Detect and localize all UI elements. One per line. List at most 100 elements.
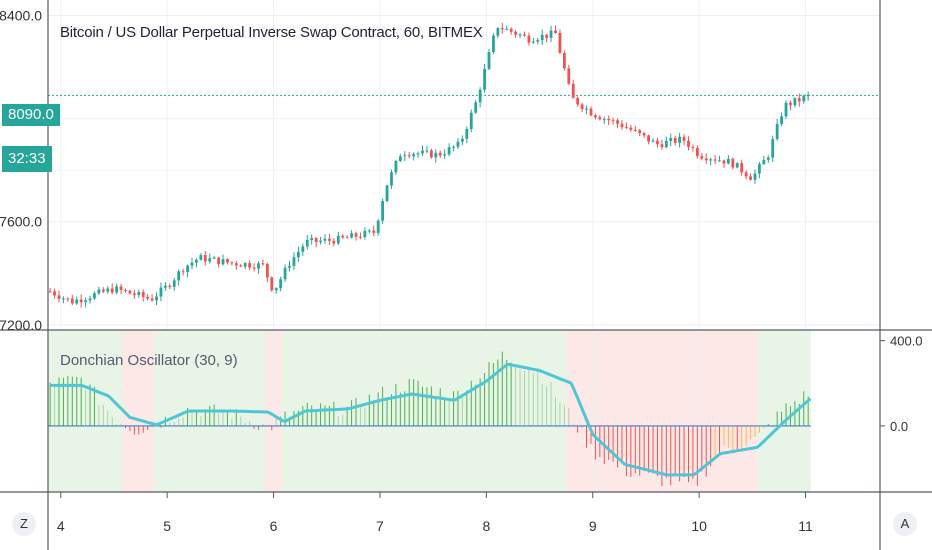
candle-body [567, 68, 571, 84]
candle-body [283, 267, 287, 280]
candle-body [79, 299, 83, 303]
candle-body [217, 257, 220, 265]
candle-body [483, 68, 486, 90]
oscillator-tick-label[interactable]: 0.0 [890, 419, 908, 434]
candle-body [110, 288, 114, 293]
candle-body [771, 139, 775, 158]
oscillator-axis-ticks[interactable]: 0.0 400.0 [880, 334, 923, 434]
price-tick-label[interactable]: 8400.0 [0, 7, 42, 23]
candle-body [208, 258, 212, 262]
oscillator-title: Donchian Oscillator (30, 9) [60, 352, 238, 369]
price-tick-label[interactable]: 7200.0 [0, 317, 42, 333]
candle-body [345, 237, 349, 239]
candle-body [704, 158, 708, 161]
candle-body [252, 267, 256, 269]
candle-body [381, 201, 385, 221]
candle-body [602, 118, 606, 120]
candle-body [146, 296, 150, 299]
candle-body [678, 136, 682, 143]
candle-body [310, 238, 314, 240]
candle-body [669, 138, 673, 141]
candle-body [292, 257, 296, 266]
time-tick-label[interactable]: 4 [57, 518, 65, 534]
candle-body [296, 251, 300, 258]
candle-body [438, 152, 442, 156]
oscillator-tick-label[interactable]: 400.0 [890, 334, 923, 349]
candle-body [70, 298, 74, 304]
time-tick-label[interactable]: 6 [270, 518, 278, 534]
candle-body [226, 259, 229, 263]
candle-body [199, 255, 203, 260]
candle-body [540, 34, 544, 41]
candle-body [656, 140, 659, 145]
candle-body [336, 235, 340, 244]
time-tick-label[interactable]: 5 [163, 518, 171, 534]
candle-body [429, 150, 433, 158]
candle-body [323, 238, 327, 241]
price-tick-label[interactable]: 7600.0 [0, 214, 42, 230]
candle-body [598, 117, 602, 120]
time-tick-label[interactable]: 8 [482, 518, 490, 534]
candle-body [518, 34, 522, 36]
candle-body [673, 138, 677, 143]
candle-body [731, 158, 735, 168]
candle-body [190, 262, 194, 266]
time-tick-label[interactable]: 9 [589, 518, 597, 534]
candle-body [239, 265, 243, 267]
candle-body [274, 288, 278, 291]
candle-body [341, 235, 345, 238]
price-axis-ticks[interactable]: 7200.0 7600.0 8400.0 [0, 7, 42, 332]
candle-body [407, 155, 411, 157]
candle-body [691, 146, 695, 148]
time-axis-ticks[interactable]: 4 5 6 7 8 9 10 11 [57, 492, 813, 534]
candle-body [84, 300, 87, 303]
candle-body [195, 259, 198, 263]
candle-body [753, 173, 757, 180]
candle-body [695, 147, 699, 157]
candle-body [221, 259, 225, 265]
candle-body [611, 120, 615, 122]
candle-body [177, 271, 181, 281]
candle-body [797, 98, 801, 102]
candle-body [558, 32, 562, 53]
candle-body [562, 52, 566, 69]
signal-line [50, 362, 812, 477]
time-tick-label[interactable]: 10 [691, 518, 707, 534]
candle-body [394, 161, 398, 173]
zone-green [757, 330, 811, 492]
candle-body [545, 34, 549, 38]
auto-scale-button[interactable]: A [893, 512, 917, 536]
candle-body [664, 140, 668, 148]
candle-body [372, 230, 376, 233]
zoom-button[interactable]: Z [12, 512, 36, 536]
candle-body [212, 257, 216, 259]
candle-body [75, 299, 79, 304]
candle-body [474, 102, 478, 113]
candle-body [651, 140, 655, 142]
candle-body [762, 159, 766, 165]
chart-title: Bitcoin / US Dollar Perpetual Inverse Sw… [60, 24, 483, 41]
candle-body [523, 34, 526, 36]
candle-body [305, 239, 309, 247]
candle-body [766, 157, 770, 160]
candle-body [607, 118, 611, 121]
candle-body [128, 290, 132, 294]
time-tick-label[interactable]: 7 [376, 518, 384, 534]
candle-body [425, 150, 429, 152]
candle-body [749, 176, 752, 180]
candle-body [412, 154, 416, 157]
candle-body [181, 271, 185, 273]
candle-body [589, 108, 593, 116]
candle-body [132, 293, 136, 296]
candle-body [257, 263, 260, 269]
candle-body [585, 108, 588, 110]
candle-body [57, 295, 61, 299]
candle-body [687, 140, 690, 147]
candle-body [66, 298, 70, 300]
candle-body [150, 298, 154, 301]
candle-body [789, 102, 792, 106]
time-tick-label[interactable]: 11 [798, 518, 813, 534]
candle-body [332, 240, 336, 244]
candle-body [115, 286, 119, 293]
